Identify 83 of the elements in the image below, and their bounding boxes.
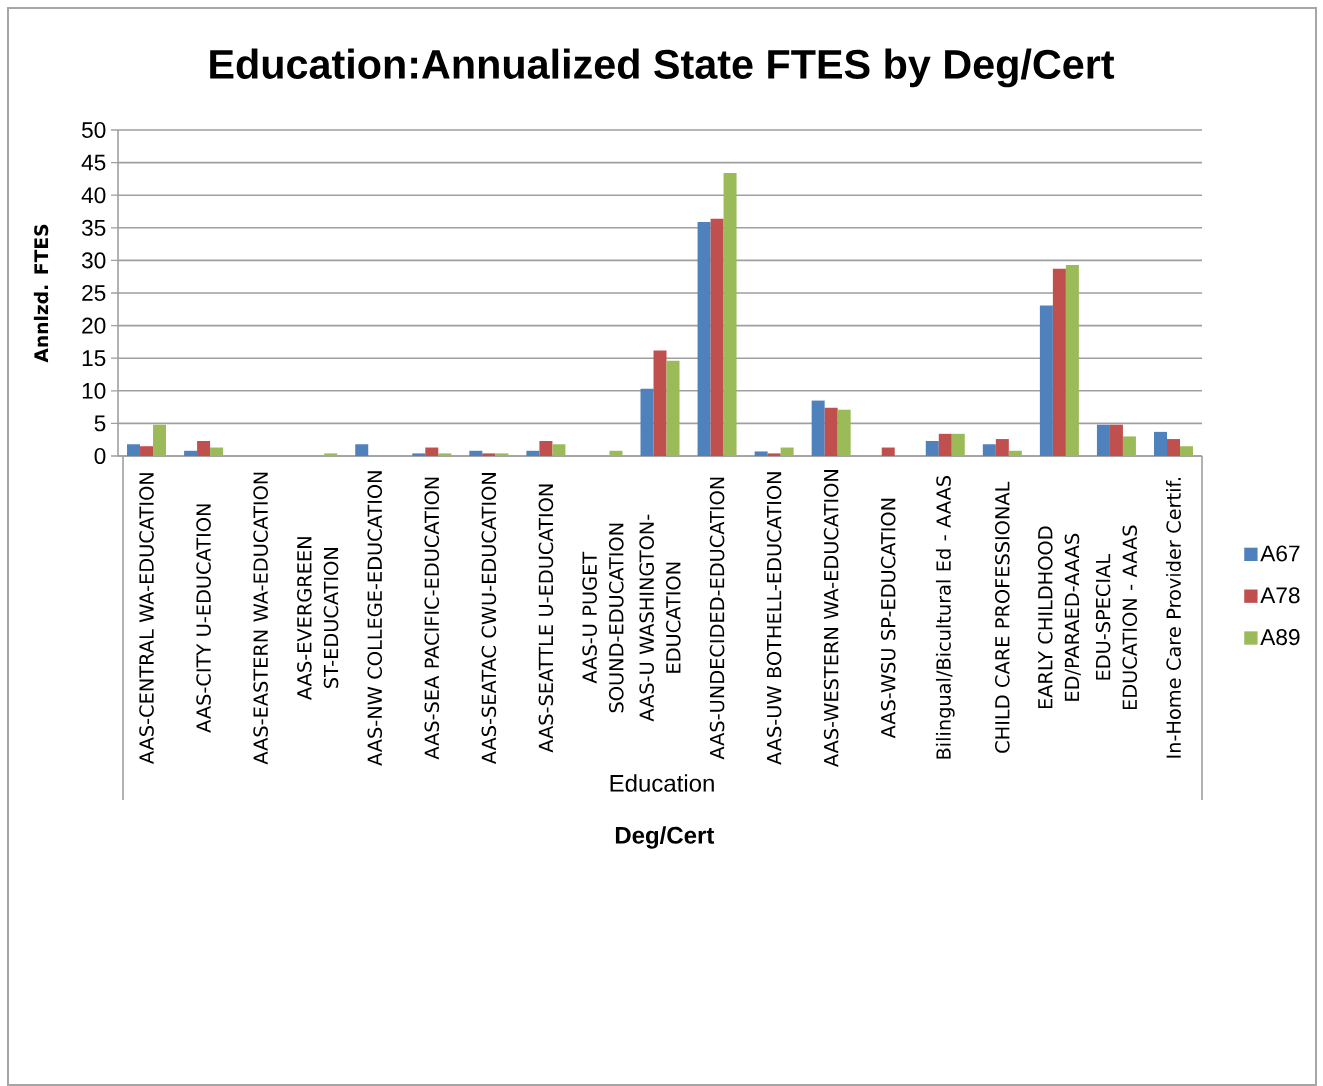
- x-tick-label: AAS-U PUGET SOUND-EDUCATION: [582, 523, 624, 713]
- bar: [824, 407, 838, 456]
- bar: [811, 400, 825, 456]
- text: Education: [610, 774, 714, 792]
- legend-label: A78: [1260, 587, 1300, 604]
- x-tick-label: AAS-WSU SP-EDUCATION: [880, 498, 896, 739]
- y-tick-label: 25: [82, 284, 106, 302]
- bar: [640, 388, 654, 456]
- bar: [982, 444, 996, 456]
- x-tick-label: AAS-U WASHINGTON-EDUCATION: [639, 514, 681, 722]
- bar: [469, 450, 483, 456]
- y-tick-label: 15: [82, 350, 106, 367]
- bar: [184, 450, 198, 456]
- bar: [495, 453, 509, 456]
- y-tick-label: 0: [94, 447, 106, 465]
- bar: [1065, 264, 1079, 456]
- y-tick-label: 35: [81, 219, 106, 236]
- bar: [666, 360, 680, 456]
- y-tick-label: 20: [82, 317, 106, 334]
- bar: [1122, 436, 1136, 456]
- bar: [710, 218, 724, 456]
- x-tick-label: In-Home Care Provider Certif.: [1165, 478, 1181, 758]
- bar: [552, 444, 566, 456]
- bar: [539, 441, 553, 456]
- bar: [526, 450, 540, 456]
- x-tick-label: AAS-EVERGREEN ST-EDUCATION: [297, 537, 339, 700]
- y-tick-label: 30: [81, 252, 106, 269]
- bar: [1153, 431, 1167, 456]
- bar: [995, 439, 1009, 456]
- bar: [1096, 424, 1110, 456]
- x-tick-label: AAS-CITY U-EDUCATION: [196, 504, 211, 733]
- bar: [609, 450, 623, 456]
- legend-label: A89: [1260, 629, 1300, 646]
- x-tick-label: AAS-WESTERN WA-EDUCATION: [823, 470, 839, 768]
- bar: [1008, 450, 1022, 456]
- y-axis-title: Annlzd. FTES: [33, 224, 49, 363]
- bar: [1166, 439, 1180, 456]
- bar: [754, 451, 768, 456]
- bar: [425, 447, 439, 456]
- x-tick-label: AAS-SEA PACIFIC-EDUCATION: [424, 477, 440, 760]
- bar: [723, 173, 737, 456]
- bar: [951, 433, 965, 456]
- legend-label: A67: [1260, 545, 1300, 562]
- x-tick-label: AAS-SEATAC CWU-EDUCATION: [481, 473, 497, 765]
- x-tick-label: AAS-NW COLLEGE-EDUCATION: [367, 471, 383, 766]
- bar: [653, 350, 667, 456]
- x-tick-label: CHILD CARE PROFESSIONAL: [995, 481, 1010, 753]
- bar: [1109, 424, 1123, 456]
- x-tick-label: AAS-EASTERN WA-EDUCATION: [253, 472, 268, 765]
- bar: [210, 447, 224, 456]
- bar: [837, 409, 851, 456]
- x-axis-title: Deg/Cert: [615, 826, 715, 849]
- x-tick-label: AAS-SEATTLE U-EDUCATION: [538, 484, 554, 753]
- bar: [881, 447, 895, 456]
- bar: [767, 453, 781, 456]
- bar: [153, 424, 167, 456]
- y-tick-label: 45: [81, 154, 106, 171]
- y-tick-label: 10: [82, 382, 106, 399]
- bar: [1052, 268, 1066, 456]
- y-tick-label: 5: [94, 415, 106, 432]
- bar: [938, 433, 952, 456]
- bar: [482, 453, 496, 456]
- bar: [438, 453, 452, 456]
- bar: [127, 444, 141, 456]
- x-tick-label: EARLY CHILDHOOD ED/PARAED-AAAS: [1037, 526, 1081, 709]
- bar: [925, 441, 939, 456]
- bar: [140, 446, 154, 456]
- bar: [780, 447, 794, 456]
- x-tick-label: AAS-UW BOTHELL-EDUCATION: [766, 472, 782, 765]
- x-tick-label: AAS-CENTRAL WA-EDUCATION: [139, 473, 154, 764]
- bar: [355, 444, 369, 456]
- y-tick-label: 40: [81, 187, 106, 204]
- bar: [1039, 305, 1053, 456]
- bar: [197, 441, 211, 456]
- bar: [412, 453, 426, 456]
- y-tick-label: 50: [81, 121, 106, 139]
- x-tick-label: Bilingual/Bicultural Ed - AAAS: [935, 475, 955, 759]
- x-tick-label: EDU-SPECIAL EDUCATION - AAAS: [1095, 525, 1138, 710]
- bar: [324, 453, 338, 456]
- bar: [697, 221, 711, 456]
- x-tick-label: AAS-UNDECIDED-EDUCATION: [709, 477, 725, 760]
- bar: [1179, 446, 1193, 456]
- chart-title: Education:Annualized State FTES by Deg/Cert: [210, 48, 1115, 88]
